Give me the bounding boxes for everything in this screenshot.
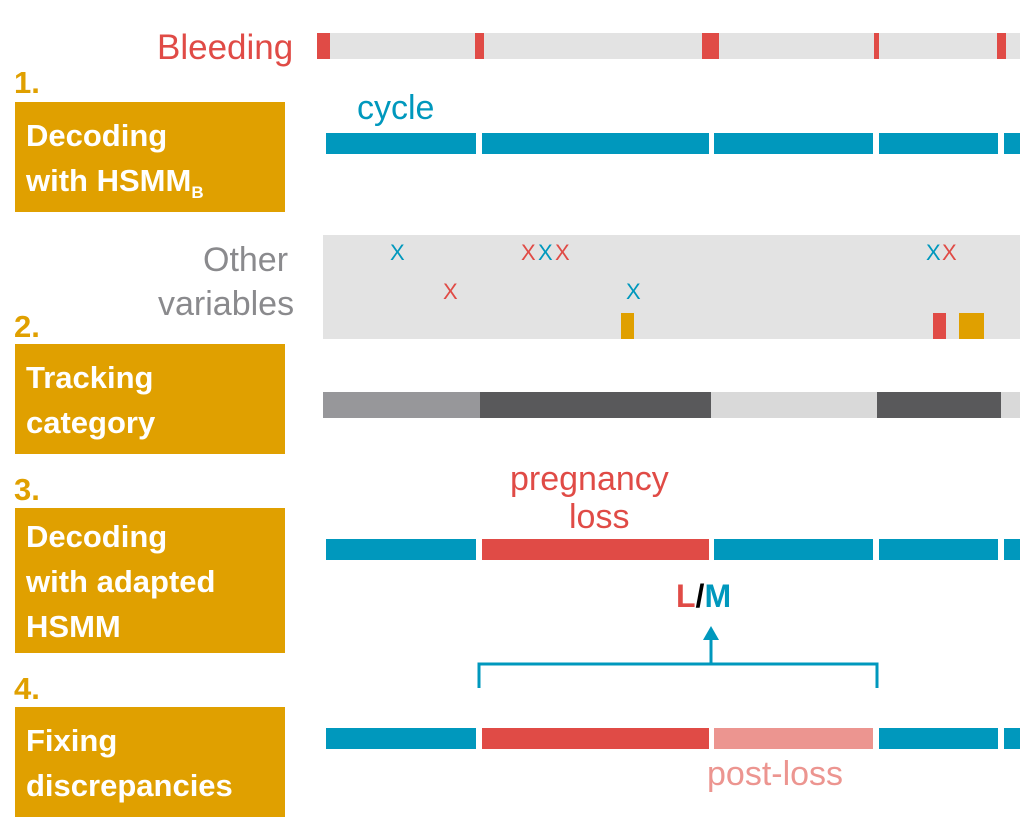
- cycle-segment: [326, 539, 476, 560]
- step-1-box: Decoding with HSMMB: [15, 102, 285, 212]
- bleeding-mark: [475, 33, 484, 59]
- bleeding-mark: [317, 33, 330, 59]
- step-1-number: 1.: [14, 65, 40, 100]
- marker-bar: [959, 313, 984, 339]
- category-segment: [711, 392, 877, 418]
- marker-x: X: [555, 240, 570, 265]
- lm-label-m: M: [704, 578, 732, 614]
- step-2-line-2: category: [26, 405, 156, 440]
- step-3-box: Decoding with adapted HSMM: [15, 508, 285, 653]
- marker-bar: [621, 313, 634, 339]
- bleeding-mark: [874, 33, 879, 59]
- pregnancy-loss-segment: [482, 728, 709, 749]
- step-3-line-1: Decoding: [26, 519, 168, 554]
- step-3-number: 3.: [14, 472, 40, 507]
- step-4-line-1: Fixing: [26, 723, 118, 758]
- step-1-line-1: Decoding: [26, 118, 168, 153]
- category-segment: [877, 392, 1001, 418]
- step-1-line-2: with HSMMB: [26, 158, 285, 203]
- step-1-subscript: B: [191, 183, 204, 202]
- marker-x: X: [538, 240, 553, 265]
- bleeding-label: Bleeding: [157, 28, 294, 67]
- post-loss-segment: [714, 728, 873, 749]
- marker-x: X: [942, 240, 957, 265]
- cycle-segment: [326, 133, 476, 154]
- marker-x: X: [521, 240, 536, 265]
- step-4-line-2: discrepancies: [26, 768, 233, 803]
- cycle-segment: [879, 539, 998, 560]
- other-variables-track: [323, 235, 1020, 339]
- category-segment: [1001, 392, 1020, 418]
- step-3-line-3: HSMM: [26, 609, 121, 644]
- cycle-segment: [714, 133, 873, 154]
- bleeding-mark: [702, 33, 719, 59]
- step-2-line-1: Tracking: [26, 360, 154, 395]
- step-4-number: 4.: [14, 671, 40, 706]
- cycle-segment: [714, 539, 873, 560]
- cycle-segment: [482, 133, 709, 154]
- arrow-head-icon: [703, 626, 719, 640]
- category-segment: [480, 392, 711, 418]
- marker-bar: [933, 313, 946, 339]
- bleeding-track: [317, 33, 1020, 59]
- cycle-label: cycle: [357, 89, 435, 127]
- bleeding-mark: [997, 33, 1006, 59]
- cycle-segment: [879, 728, 998, 749]
- category-segment: [323, 392, 480, 418]
- pregnancy-loss-label-line-2: loss: [569, 498, 630, 536]
- cycle-segment: [879, 133, 998, 154]
- other-variables-label-line-2: variables: [158, 285, 295, 323]
- step-2-number: 2.: [14, 309, 40, 344]
- step-4-box: Fixing discrepancies: [15, 707, 285, 817]
- lm-label: L/M: [676, 580, 731, 612]
- marker-x: X: [443, 279, 458, 304]
- lm-label-slash: /: [695, 578, 705, 614]
- pregnancy-loss-segment: [482, 539, 709, 560]
- step-3-line-2: with adapted: [26, 564, 216, 599]
- bracket: [477, 662, 879, 688]
- step-2-box: Tracking category: [15, 344, 285, 454]
- lm-label-l: L: [676, 578, 696, 614]
- marker-x: X: [626, 279, 641, 304]
- pregnancy-loss-label-line-1: pregnancy: [510, 460, 669, 498]
- other-variables-label-line-1: Other: [203, 241, 289, 279]
- step-1-line-2-text: with HSMM: [26, 163, 192, 198]
- cycle-segment: [1004, 133, 1020, 154]
- cycle-segment: [1004, 728, 1020, 749]
- cycle-segment: [326, 728, 476, 749]
- marker-x: X: [390, 240, 405, 265]
- marker-x: X: [926, 240, 941, 265]
- cycle-segment: [1004, 539, 1020, 560]
- post-loss-label: post-loss: [707, 755, 844, 793]
